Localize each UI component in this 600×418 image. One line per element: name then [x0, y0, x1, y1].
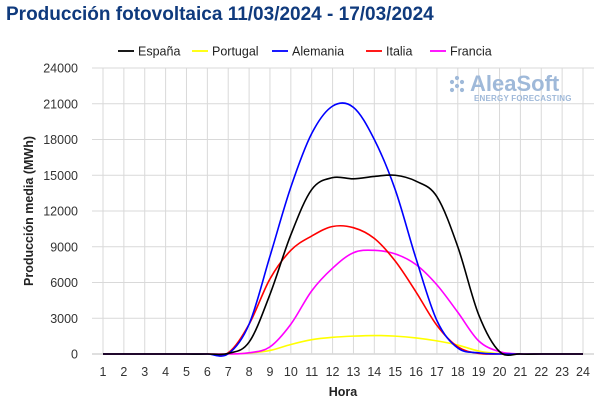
x-tick-label: 15: [388, 365, 402, 379]
brand-logo-icon: [449, 75, 465, 93]
x-tick-label: 5: [183, 365, 190, 379]
brand-name: AleaSoft: [470, 71, 560, 96]
x-tick-label: 11: [305, 365, 318, 379]
x-axis-label: Hora: [329, 385, 359, 399]
series-layer: [102, 102, 584, 357]
x-tick-label: 12: [326, 365, 340, 379]
y-tick-label: 12000: [43, 205, 78, 219]
x-tick-label: 17: [430, 365, 444, 379]
x-axis-ticks: 1 2 3 4 5 6 7 8 9 10 11 12 13 14 15 16 17 18 19 20 21 22 23 24: [100, 365, 590, 379]
brand-dot: [459, 87, 465, 93]
x-tick-label: 19: [472, 365, 486, 379]
y-tick-label: 3000: [50, 312, 78, 326]
x-tick-label: 7: [225, 365, 232, 379]
series-line-portugal: [102, 334, 584, 355]
x-tick-label: 6: [204, 365, 211, 379]
x-tick-label: 16: [409, 365, 423, 379]
y-tick-label: 15000: [43, 169, 78, 183]
x-tick-label: 1: [100, 365, 107, 379]
series-line-francia: [102, 249, 584, 355]
legend-label: Italia: [386, 45, 412, 59]
y-tick-label: 0: [71, 348, 78, 362]
x-tick-label: 2: [120, 365, 127, 379]
x-tick-label: 8: [246, 365, 253, 379]
x-tick-label: 13: [346, 365, 360, 379]
x-tick-label: 24: [576, 365, 590, 379]
y-tick-label: 6000: [50, 276, 78, 290]
legend-label: Alemania: [292, 45, 344, 59]
x-tick-label: 10: [284, 365, 298, 379]
grid: [92, 67, 594, 355]
brand-dot: [449, 87, 455, 93]
y-axis-ticks: 0 3000 6000 9000 12000 15000 18000 21000 24000: [43, 62, 78, 362]
brand-dot: [449, 79, 455, 85]
y-tick-label: 9000: [50, 240, 78, 254]
legend-label: España: [138, 45, 180, 59]
x-tick-label: 22: [534, 365, 548, 379]
legend-label: Francia: [450, 45, 492, 59]
x-tick-label: 20: [493, 365, 507, 379]
x-tick-label: 3: [141, 365, 148, 379]
chart-title: Producción fotovoltaica 11/03/2024 - 17/…: [6, 4, 434, 25]
legend-label: Portugal: [212, 45, 259, 59]
series-line-españa: [102, 174, 584, 357]
x-tick-label: 9: [266, 365, 273, 379]
brand-tagline: ENERGY FORECASTING: [474, 94, 572, 103]
y-tick-label: 24000: [43, 62, 78, 76]
brand-dot: [459, 79, 465, 85]
brand-watermark: AleaSoft ENERGY FORECASTING: [449, 71, 572, 103]
legend: España Portugal Alemania Italia Francia: [118, 45, 492, 59]
y-axis-label: Producción media (MWh): [22, 136, 36, 286]
brand-dot: [454, 83, 460, 89]
y-tick-label: 18000: [43, 133, 78, 147]
x-tick-label: 4: [162, 365, 169, 379]
x-tick-label: 21: [513, 365, 527, 379]
y-tick-label: 21000: [43, 97, 78, 111]
x-tick-label: 23: [555, 365, 569, 379]
x-tick-label: 14: [367, 365, 381, 379]
brand-dot: [454, 75, 460, 81]
x-tick-label: 18: [451, 365, 465, 379]
